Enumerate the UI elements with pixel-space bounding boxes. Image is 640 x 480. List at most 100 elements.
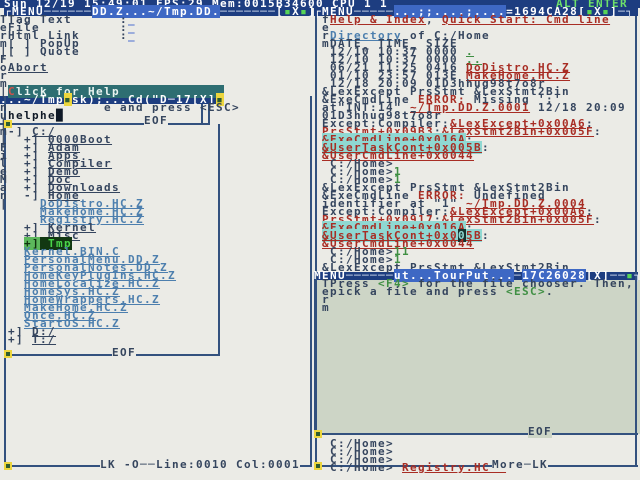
mini-window-titlebar-bg[interactable] [0,96,224,104]
shell-prompt: C:/Home> [322,453,395,466]
text-line: 06/21 11:25 0416 DoDistro.HC.Z [322,61,571,74]
text-run: &ExeCmdLine [322,189,419,202]
tree-file[interactable]: DoDistro.HC.Z [40,197,145,210]
tree-file[interactable]: PersonalNotes.DD.Z [24,261,169,274]
text-line: HomeKeyPlugIns.HC.Z [24,269,177,282]
tree-dir[interactable]: Kernel [48,221,97,234]
drag-handle-icon[interactable]: ▪ [216,93,225,106]
text-run: l [0,157,9,170]
link-stack-frame[interactable]: &UserTaskCont+0x005B [322,141,483,154]
text-line: Html Link [8,29,81,42]
link-file[interactable]: ~/Tmp.DD.Z.0001 [410,101,531,114]
drag-handle-icon[interactable]: ▪ [64,93,73,106]
drag-handle-icon[interactable] [314,430,322,438]
menu-item-html-link[interactable]: Html Link [8,29,81,42]
link-stack-frame[interactable]: &LexExcept+0x00A6 [450,117,587,130]
tree-dir[interactable]: Adam [48,141,81,154]
link-file[interactable]: DoDistro.HC.Z [466,61,571,74]
tree-file[interactable]: MakeHome.HC.Z [24,301,129,314]
link-stack-frame[interactable]: &UserCmdLine+0x0044 [322,237,475,250]
link-help-index[interactable]: Help & Index [330,13,427,26]
link-stack-frame[interactable]: &LexExcept+0x00A6 [450,205,587,218]
close-button[interactable]: [X] [586,269,611,282]
link-file[interactable]: ~/Tmp.DD.Z.0004 [466,197,587,210]
tree-file[interactable]: MakeHome.HC.Z [40,205,145,218]
text-run: ── [610,269,627,282]
tree-drive-t[interactable]: T:/ [32,333,57,346]
tree-file[interactable]: HomeWrappers.HC.Z [24,293,161,306]
tree-dir[interactable]: 0000Boot [48,133,113,146]
link-file[interactable]: MakeHome.HC.Z [466,69,571,82]
text-line: o [0,62,8,73]
menu-item-tag-text[interactable]: Tag Text [8,13,73,26]
text-run: e [0,21,9,34]
text-line: | [0,86,8,97]
text-run: Except:Compiler: [322,117,451,130]
tree-dir-tmp[interactable]: +] [24,237,41,250]
tree-file[interactable]: Kernel.BIN.C [24,245,121,258]
link-stack-frame[interactable]: &LexStmt2Bin+0x005F [442,125,595,138]
text-line: Once.HC.Z [24,309,97,322]
tree-file[interactable]: Registry.HC.Z [40,213,145,226]
link-dir-dotdot[interactable]: .. [466,53,483,66]
tree-file[interactable]: HomeSys.HC.Z [24,285,121,298]
tree-dir[interactable]: Doc [48,173,73,186]
tree-dir[interactable]: Downloads [48,181,121,194]
menu-item-abort[interactable]: Abort [8,61,49,74]
drag-handle-icon[interactable] [4,462,12,470]
link-dir-dot[interactable]: . [466,45,475,58]
link-stack-frame[interactable]: &UserTaskCont+0x0 [322,229,459,242]
text-run: ───── [354,5,395,18]
shell-prompt: C:/Home> [322,461,403,474]
tree-file[interactable]: StartOS.HC.Z [24,317,121,330]
menu-window-titlebar: ┌MENU──────DD.Z...~/Tmp.DD.───────[▪X▪] [4,5,316,18]
text-run: 01D3hhug98t7o8r [322,109,443,122]
link-stack-frame[interactable]: PrsStmt+0x09B3 [322,125,435,138]
tree-file[interactable]: HomeKeyPlugIns.HC.Z [24,269,177,282]
link-file[interactable]: Registry.HC.Z [402,461,507,474]
text-line: File [8,21,41,34]
link-directory[interactable]: Directory [330,29,403,42]
text-line: StartOS.HC.Z [24,317,121,330]
top-status-bar [0,0,640,8]
window-border [310,96,312,466]
editor-status: LK -O──Line:0010 Col:0001 [100,458,301,471]
shell-prompt: C:/Home> [322,157,395,170]
text-line: Tag Text [8,13,73,26]
tree-file[interactable]: Once.HC.Z [24,309,97,322]
tree-dir[interactable]: Demo [48,165,81,178]
link-stack-frame[interactable]: &LexStmt2Bin+0x005F [442,213,595,226]
text-run: +] [24,181,49,194]
menu-item-quote[interactable]: [ ] Quote [8,45,81,58]
tree-drive-d[interactable]: D:/ [32,325,57,338]
tree-dir-tmp[interactable]: Tmp [40,237,73,250]
drag-handle-icon[interactable] [4,120,12,128]
text-line: -] C:/ [8,125,57,138]
text-line: Kernel.BIN.C [24,245,121,258]
tree-dir[interactable]: Compiler [48,157,113,170]
tree-dir[interactable]: Misc [48,229,81,242]
link-stack-frame[interactable]: 5B [466,229,483,242]
text-line: C:/Home>1 [322,174,402,185]
drag-handle-icon[interactable] [4,350,12,358]
tree-file[interactable]: HomeLocalize.HC.Z [24,277,161,290]
link-quick-start[interactable]: Quick Start: Cmd line [442,13,611,26]
close-button[interactable]: X [292,5,301,18]
menu-item-file[interactable]: File [8,21,41,34]
text-line: | [0,198,8,209]
tree-drive-c[interactable]: C:/ [32,125,57,138]
close-button[interactable]: [X] [192,93,217,106]
click-for-help-button[interactable]: C [8,85,17,98]
drag-handle-icon[interactable] [314,462,322,470]
link-stack-frame[interactable]: PrsStmt+0x0917 [322,213,435,226]
tree-dir[interactable]: Apps [48,149,81,162]
text-run: : [466,221,475,234]
text-input[interactable]: helphe [8,109,57,122]
menu-item-popup[interactable]: [ ] PopUp [8,37,81,50]
tree-dir[interactable]: Home [48,189,81,202]
text-line: &UserCmdLine+0x0044 [322,237,475,250]
text-line: Except:Compiler:&LexExcept+0x00A6: [322,205,594,218]
link-stack-frame[interactable]: &UserCmdLine+0x0044 [322,149,475,162]
close-button[interactable]: X [594,5,603,18]
tree-file[interactable]: PersonalMenu.DD.Z [24,253,161,266]
